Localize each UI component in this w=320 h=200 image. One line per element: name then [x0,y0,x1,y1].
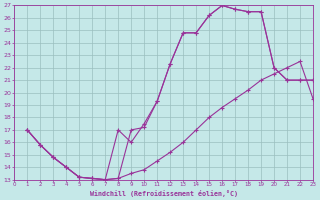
X-axis label: Windchill (Refroidissement éolien,°C): Windchill (Refroidissement éolien,°C) [90,190,238,197]
